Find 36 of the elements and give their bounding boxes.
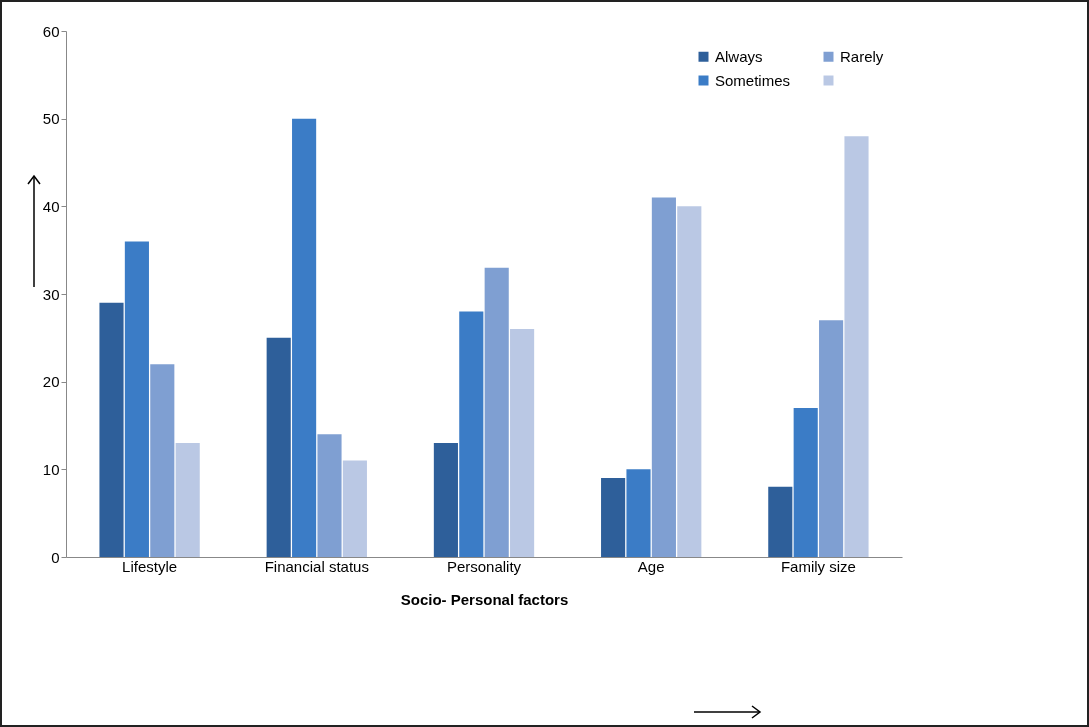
x-tick-label: Age bbox=[637, 557, 665, 575]
bar bbox=[99, 302, 124, 557]
bar bbox=[626, 469, 651, 557]
bar bbox=[342, 460, 367, 557]
bar bbox=[601, 478, 626, 557]
legend-label: Sometimes bbox=[715, 71, 791, 89]
x-axis-title: Socio- Personal factors bbox=[400, 590, 569, 608]
bar bbox=[266, 337, 291, 557]
bar bbox=[768, 486, 793, 557]
x-tick-label: Family size bbox=[780, 557, 856, 575]
x-tick-label: Lifestyle bbox=[122, 557, 178, 575]
y-tick-label: 0 bbox=[51, 548, 60, 566]
bar bbox=[510, 329, 535, 557]
bar bbox=[651, 197, 676, 557]
bar bbox=[793, 407, 818, 557]
bar bbox=[459, 311, 484, 557]
x-tick-label: Personality bbox=[446, 557, 522, 575]
y-tick-label: 10 bbox=[42, 460, 60, 478]
bar bbox=[484, 267, 509, 557]
bar bbox=[677, 206, 702, 557]
legend-label: Always bbox=[715, 47, 763, 65]
y-tick-label: 20 bbox=[42, 373, 60, 391]
bar bbox=[819, 320, 844, 557]
y-tick-label: 50 bbox=[42, 110, 60, 128]
y-tick-label: 30 bbox=[42, 285, 60, 303]
bar bbox=[317, 434, 342, 557]
bar bbox=[844, 136, 869, 557]
bar bbox=[433, 443, 458, 557]
bar bbox=[124, 241, 149, 557]
y-tick-label: 60 bbox=[42, 22, 60, 40]
y-tick-label: 40 bbox=[42, 197, 60, 215]
bar bbox=[292, 118, 317, 557]
legend-label: Rarely bbox=[840, 47, 884, 65]
x-tick-label: Financial status bbox=[264, 557, 369, 575]
bar bbox=[150, 364, 175, 557]
bar bbox=[175, 443, 200, 557]
